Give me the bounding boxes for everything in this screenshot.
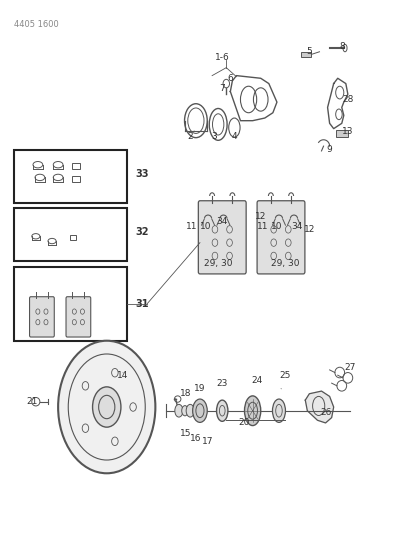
Ellipse shape [58,341,155,473]
Ellipse shape [217,400,228,421]
Text: 14: 14 [117,370,129,379]
Text: 24: 24 [251,376,262,385]
Text: 32: 32 [135,227,149,237]
Bar [13,208,127,261]
Bar [72,163,80,169]
Ellipse shape [193,399,207,422]
Ellipse shape [244,396,261,425]
Text: 2: 2 [187,132,193,141]
Text: 12: 12 [304,225,315,234]
Text: 25: 25 [279,370,291,379]
Text: 23: 23 [217,378,228,387]
Text: 28: 28 [342,95,354,104]
Ellipse shape [182,406,188,416]
Text: 29, 30: 29, 30 [204,260,233,268]
FancyBboxPatch shape [66,297,91,337]
Text: 17: 17 [202,437,214,446]
Text: 12: 12 [255,212,266,221]
Text: 33: 33 [135,169,149,179]
Text: 26: 26 [320,408,331,417]
Text: 15: 15 [180,429,191,438]
FancyBboxPatch shape [198,201,246,274]
Text: 16: 16 [190,434,202,443]
Text: 10: 10 [271,222,283,231]
Ellipse shape [175,405,183,417]
Text: 6: 6 [228,74,233,83]
Text: 18: 18 [180,389,191,398]
Bar [336,130,348,136]
Bar [13,266,127,341]
Text: 8: 8 [339,42,345,51]
Bar [70,235,76,240]
Text: 34: 34 [217,217,228,226]
Text: 27: 27 [344,363,355,372]
Text: 4: 4 [232,132,237,141]
Ellipse shape [273,399,286,422]
Bar [72,176,80,182]
Bar [13,150,127,203]
Text: 11: 11 [257,222,268,231]
Text: 20: 20 [239,418,250,427]
Text: 31: 31 [135,298,149,309]
FancyBboxPatch shape [29,297,54,337]
FancyBboxPatch shape [257,201,305,274]
Text: 4405 1600: 4405 1600 [13,20,58,29]
Text: 13: 13 [342,127,354,136]
Polygon shape [305,391,334,423]
Ellipse shape [186,405,194,417]
Text: 10: 10 [200,222,212,231]
Text: 3: 3 [211,132,217,141]
Text: 9: 9 [327,146,333,155]
Text: 29, 30: 29, 30 [271,260,299,268]
Text: 21: 21 [26,397,38,406]
Text: 5: 5 [306,47,312,56]
Text: 34: 34 [291,222,303,231]
Text: 7: 7 [220,84,225,93]
Text: 1-6: 1-6 [215,53,230,62]
Ellipse shape [93,387,121,427]
Text: 19: 19 [194,384,206,393]
Bar [301,52,311,57]
Text: 11: 11 [186,222,197,231]
